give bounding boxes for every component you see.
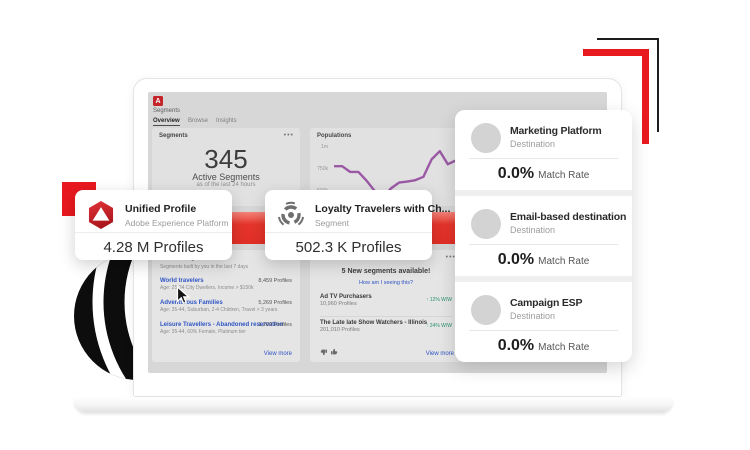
corner-bracket-red: [583, 49, 649, 56]
active-segments-stat: 345 Active Segments as of the last 24 ho…: [152, 146, 300, 188]
avatar-placeholder: [471, 123, 501, 153]
segment-link[interactable]: Adventurous Families: [160, 300, 223, 306]
more-options-icon[interactable]: •••: [283, 132, 294, 139]
corner-bracket-black: [597, 38, 659, 40]
page-title: Segments: [153, 108, 181, 114]
destination-card[interactable]: Marketing Platform Destination 0.0% Matc…: [455, 110, 632, 190]
new-segments-panel: ••• 5 New segments available! How am I s…: [310, 250, 462, 362]
segment-profiles: 10,960 Profiles: [320, 301, 357, 307]
view-more-link[interactable]: View more: [263, 351, 292, 357]
divider: [469, 158, 618, 159]
segment-donut-icon: [277, 201, 305, 229]
segment-link[interactable]: World travelers: [160, 278, 204, 284]
segment-row[interactable]: World travelers Age: 25-34 City Dwellers…: [160, 278, 292, 291]
adobe-logo-icon: A: [153, 96, 163, 106]
card-subtitle: Segment: [315, 218, 350, 228]
recent-segments-panel: Recent segments Segments built by you in…: [152, 250, 300, 362]
divider: [455, 276, 632, 282]
new-segment-row[interactable]: The Late late Show Watchers - Illinois 2…: [320, 316, 452, 333]
destination-card[interactable]: Email-based destination Destination 0.0%…: [455, 196, 632, 276]
destinations-panel: Marketing Platform Destination 0.0% Matc…: [455, 110, 632, 362]
segment-name: Ad TV Purchasers: [320, 294, 372, 300]
destination-subtitle: Destination: [510, 139, 556, 149]
destination-subtitle: Destination: [510, 225, 556, 235]
unified-profile-card[interactable]: Unified Profile Adobe Experience Platfor…: [75, 190, 232, 260]
destination-card[interactable]: Campaign ESP Destination 0.0% Match Rate: [455, 282, 632, 362]
match-rate-value: 0.0%: [497, 251, 535, 268]
laptop-base: [75, 397, 672, 412]
segment-delta: ↑ 24% W/W: [425, 323, 452, 329]
y-axis-tick: 750k: [317, 166, 328, 172]
tab-insights[interactable]: Insights: [216, 118, 237, 124]
card-title: Populations: [317, 133, 352, 139]
segment-summary-card[interactable]: Loyalty Travelers with Ch... Segment 502…: [265, 190, 450, 260]
match-rate-row: 0.0% Match Rate: [455, 337, 632, 355]
match-rate-value: 0.0%: [497, 165, 535, 182]
segment-profiles: 8,459 Profiles: [258, 278, 292, 284]
new-segment-row[interactable]: Ad TV Purchasers 10,960 Profiles ↑ 12% W…: [320, 294, 452, 307]
tab-overview[interactable]: Overview: [153, 118, 180, 126]
divider: [455, 190, 632, 196]
segment-description: Age: 35-44, 60% Female, Platinum tier: [160, 329, 246, 335]
active-segments-label: Active Segments: [192, 172, 260, 182]
divider: [469, 244, 618, 245]
segment-row[interactable]: Adventurous Families Age: 35-44, Suburba…: [160, 300, 292, 313]
destination-title: Email-based destination: [510, 211, 627, 223]
corner-bracket-black: [657, 38, 659, 132]
profiles-value: 4.28 M Profiles: [103, 239, 204, 256]
populations-line-chart: [334, 142, 456, 200]
destination-title: Campaign ESP: [510, 297, 583, 309]
tab-browse[interactable]: Browse: [188, 118, 209, 124]
thumbs-down-icon[interactable]: [319, 348, 327, 356]
unified-profile-hexagon-icon: [88, 201, 114, 229]
match-rate-label: Match Rate: [538, 170, 590, 181]
destination-subtitle: Destination: [510, 311, 556, 321]
match-rate-value: 0.0%: [497, 337, 535, 354]
profiles-value: 502.3 K Profiles: [295, 239, 402, 256]
corner-bracket-red: [642, 49, 649, 144]
segment-name: The Late late Show Watchers - Illinois: [320, 320, 428, 326]
segment-delta: ↑ 12% W/W: [425, 297, 452, 303]
how-seeing-link[interactable]: How am I seeing this?: [358, 280, 414, 286]
avatar-placeholder: [471, 295, 501, 325]
divider: [75, 232, 232, 233]
segment-description: Age: 35-44, Suburban, 2-4 Children, Trav…: [160, 307, 278, 313]
card-subtitle: Adobe Experience Platform: [125, 218, 229, 228]
match-rate-row: 0.0% Match Rate: [455, 165, 632, 183]
segment-profiles: 5,269 Profiles: [258, 300, 292, 306]
avatar-placeholder: [471, 209, 501, 239]
thumbs-up-icon[interactable]: [331, 348, 339, 356]
divider: [469, 330, 618, 331]
match-rate-row: 0.0% Match Rate: [455, 251, 632, 269]
segment-profiles: 201,010 Profiles: [320, 327, 360, 333]
segment-profiles: 1,209 Profiles: [258, 322, 292, 328]
segment-link[interactable]: Leisure Travellers - Abandoned reservati…: [160, 322, 284, 328]
card-title: Unified Profile: [125, 203, 197, 215]
match-rate-label: Match Rate: [538, 256, 590, 267]
active-segments-sublabel: as of the last 24 hours: [196, 182, 256, 188]
match-rate-label: Match Rate: [538, 342, 590, 353]
new-segments-heading: 5 New segments available!: [341, 268, 431, 275]
view-more-link[interactable]: View more: [425, 351, 454, 357]
card-title: Loyalty Travelers with Ch...: [315, 203, 451, 215]
destination-title: Marketing Platform: [510, 125, 602, 137]
segment-description: Age: 25-34 City Dwellers, Income > $150k: [160, 285, 254, 291]
segment-row[interactable]: Leisure Travellers - Abandoned reservati…: [160, 322, 292, 335]
y-axis-tick: 1m: [321, 144, 328, 150]
divider: [265, 232, 432, 233]
panel-subheading: Segments built by you in the last 7 days: [160, 264, 249, 270]
cursor-pointer-icon: [176, 286, 190, 305]
card-title: Segments: [159, 133, 188, 139]
more-options-icon[interactable]: •••: [445, 254, 456, 261]
active-segments-value: 345: [204, 144, 248, 174]
